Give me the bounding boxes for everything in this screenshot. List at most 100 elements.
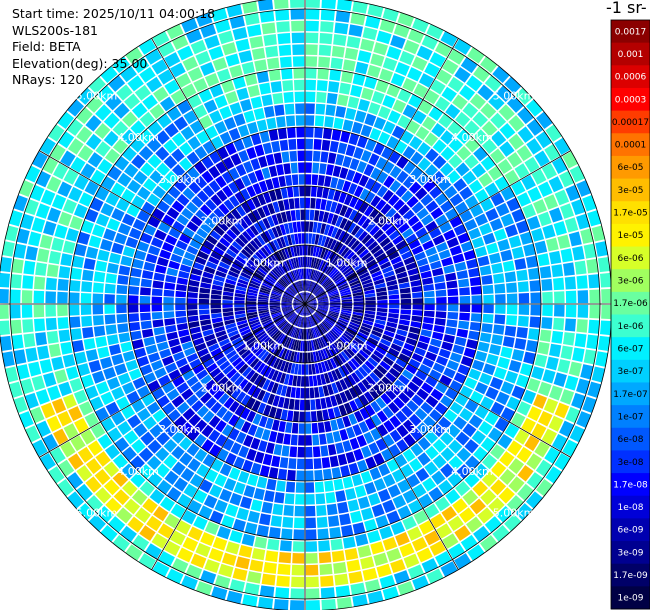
ppi-gate-cell bbox=[157, 113, 172, 129]
ppi-gate-cell bbox=[321, 598, 337, 610]
ppi-gate-cell bbox=[413, 83, 429, 98]
ppi-gate-cell bbox=[164, 79, 180, 95]
ppi-gate-cell bbox=[470, 390, 484, 404]
ppi-gate-cell bbox=[167, 409, 181, 423]
ppi-gate-cell bbox=[180, 467, 195, 482]
ppi-gate-cell bbox=[316, 325, 323, 336]
ppi-gate-cell bbox=[181, 510, 197, 525]
ppi-gate-cell bbox=[268, 190, 277, 202]
ppi-gate-cell bbox=[262, 204, 271, 217]
ppi-gate-cell bbox=[508, 458, 525, 475]
ppi-gate-cell bbox=[340, 289, 351, 295]
ppi-gate-cell bbox=[257, 267, 268, 276]
ppi-gate-cell bbox=[307, 328, 311, 340]
ppi-gate-cell bbox=[177, 45, 194, 61]
ppi-gate-cell bbox=[254, 536, 268, 549]
radial-gridline bbox=[39, 150, 306, 305]
ppi-gate-cell bbox=[24, 392, 39, 409]
ppi-gate-cell bbox=[329, 309, 340, 314]
ppi-gate-cell bbox=[246, 199, 256, 211]
ppi-gate-cell bbox=[276, 575, 290, 587]
ppi-gate-cell bbox=[442, 59, 459, 75]
ppi-gate-cell bbox=[246, 301, 257, 304]
ppi-gate-cell bbox=[357, 496, 370, 509]
ppi-gate-cell bbox=[290, 314, 298, 324]
ppi-gate-cell bbox=[324, 480, 334, 492]
ppi-gate-cell bbox=[230, 153, 242, 166]
ppi-gate-cell bbox=[253, 487, 265, 501]
ppi-gate-cell bbox=[281, 322, 290, 332]
ppi-gate-cell bbox=[365, 191, 376, 204]
ppi-gate-cell bbox=[474, 381, 488, 395]
ppi-gate-cell bbox=[388, 367, 401, 378]
ppi-gate-cell bbox=[297, 340, 302, 351]
ppi-gate-cell bbox=[515, 374, 530, 388]
ppi-gate-cell bbox=[8, 210, 23, 227]
ppi-gate-cell bbox=[147, 121, 163, 136]
ppi-gate-cell bbox=[156, 431, 171, 446]
ppi-gate-cell bbox=[216, 241, 228, 252]
ppi-gate-cell bbox=[84, 412, 99, 428]
ppi-gate-cell bbox=[121, 129, 137, 145]
ppi-gate-cell bbox=[139, 111, 155, 127]
ppi-gate-cell bbox=[134, 347, 147, 359]
ppi-gate-cell bbox=[188, 321, 200, 329]
ppi-gate-cell bbox=[436, 69, 453, 85]
ppi-gate-cell bbox=[164, 52, 181, 68]
ppi-gate-cell bbox=[382, 537, 398, 551]
ppi-gate-cell bbox=[414, 251, 427, 261]
ppi-gate-cell bbox=[377, 216, 389, 228]
ppi-gate-cell bbox=[254, 169, 265, 182]
ppi-gate-cell bbox=[16, 364, 30, 380]
ppi-gate-cell bbox=[194, 145, 208, 160]
ppi-gate-cell bbox=[237, 470, 250, 484]
ppi-gate-cell bbox=[401, 369, 414, 380]
ppi-gate-cell bbox=[263, 34, 277, 46]
ppi-gate-cell bbox=[289, 150, 298, 162]
ppi-gate-cell bbox=[198, 309, 210, 315]
ppi-gate-cell bbox=[552, 157, 568, 174]
ppi-gate-cell bbox=[388, 289, 399, 295]
ppi-gate-cell bbox=[288, 286, 297, 295]
ppi-gate-cell bbox=[277, 264, 285, 275]
ppi-gate-cell bbox=[181, 257, 194, 267]
ppi-gate-cell bbox=[227, 330, 239, 338]
ppi-gate-cell bbox=[335, 354, 344, 366]
ppi-gate-cell bbox=[382, 241, 394, 252]
ppi-gate-cell bbox=[398, 222, 410, 234]
ppi-gate-cell bbox=[226, 229, 237, 240]
ppi-gate-cell bbox=[165, 362, 178, 374]
ppi-gate-cell bbox=[306, 304, 315, 312]
ppi-gate-cell bbox=[287, 127, 296, 139]
ppi-gate-cell bbox=[576, 275, 588, 289]
ppi-gate-cell bbox=[299, 245, 303, 256]
ppi-gate-cell bbox=[126, 390, 140, 404]
ppi-gate-cell bbox=[398, 319, 410, 326]
ppi-gate-cell bbox=[308, 281, 313, 292]
ppi-gate-cell bbox=[234, 417, 246, 430]
range-ring-label: 4.00km bbox=[117, 131, 159, 144]
ppi-gate-cell bbox=[234, 304, 245, 308]
ppi-gate-cell bbox=[319, 275, 328, 285]
ppi-gate-cell bbox=[562, 151, 578, 169]
ppi-gate-cell bbox=[352, 288, 363, 294]
ppi-gate-cell bbox=[271, 455, 281, 468]
ppi-gate-cell bbox=[449, 193, 464, 207]
ppi-gate-cell bbox=[271, 419, 280, 431]
ppi-gate-cell bbox=[327, 313, 339, 319]
ppi-gate-cell bbox=[256, 524, 269, 537]
ppi-gate-cell bbox=[323, 236, 331, 248]
ppi-gate-cell bbox=[305, 588, 320, 599]
ppi-gate-cell bbox=[124, 93, 141, 110]
ppi-gate-cell bbox=[222, 410, 234, 423]
ppi-gate-cell bbox=[249, 559, 264, 572]
ppi-gate-cell bbox=[297, 281, 302, 292]
ppi-gate-cell bbox=[495, 294, 506, 304]
ppi-gate-cell bbox=[370, 428, 382, 441]
ppi-gate-cell bbox=[214, 121, 228, 135]
ppi-gate-cell bbox=[152, 561, 170, 577]
ppi-gate-cell bbox=[256, 234, 266, 246]
ppi-gate-cell bbox=[78, 401, 94, 416]
ppi-gate-cell bbox=[300, 209, 305, 220]
ppi-gate-cell bbox=[170, 503, 186, 519]
